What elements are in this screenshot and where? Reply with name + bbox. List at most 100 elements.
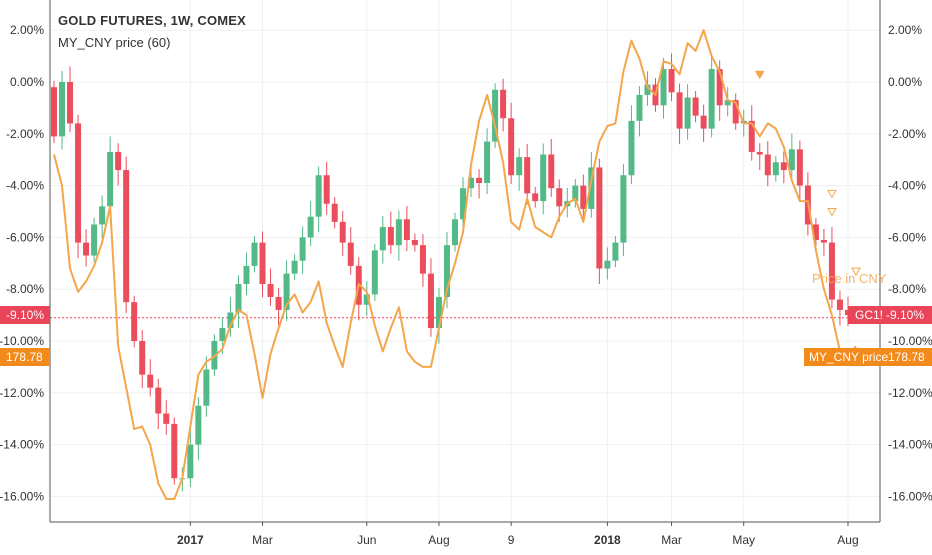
candle-body [155,387,162,414]
candle-body [363,294,370,305]
candle-body [163,413,170,424]
candle-body [67,82,74,124]
candle-body [588,167,595,209]
candle-body [315,175,322,217]
candle-body [299,237,306,261]
candle-body [796,149,803,186]
candle-body [620,175,627,243]
candle-body [283,273,290,310]
candle-body [732,100,739,124]
y-tick-label-left: 2.00% [10,23,44,37]
y-tick-label-left: -8.00% [6,282,44,296]
candle-body [708,69,715,129]
indicator-line-layer [53,29,857,500]
candle-body [724,100,731,106]
right-indicator-name-text: MY_CNY price [809,350,888,364]
candle-body [812,224,819,240]
right-price-text: -9.10% [886,308,924,322]
candle-body [107,151,114,207]
candle-body [788,149,795,171]
candle-body [323,175,330,204]
x-tick-label: 2018 [594,533,621,547]
candle-body [524,157,531,194]
candle-body [836,299,843,310]
candle-body [227,312,234,329]
candle-body [556,188,563,207]
candle-body [780,162,787,171]
candle-body [411,239,418,246]
grid [50,0,880,522]
y-tick-label-right: -12.00% [888,386,932,400]
candle-body [443,245,450,297]
candle-body [716,69,723,106]
candle-body [532,193,539,202]
x-tick-label: Aug [837,533,858,547]
candle-body [636,94,643,121]
y-tick-label-right: -10.00% [888,334,932,348]
candle-body [51,87,57,137]
y-tick-label-left: 0.00% [10,75,44,89]
candle-body [243,265,250,285]
candle-body [123,170,130,303]
candle-body [572,185,579,202]
candle-body [59,82,66,137]
candle-body [452,219,458,246]
candle-body [251,242,258,266]
candle-body [171,423,178,479]
candle-body [195,405,202,445]
candle-body [676,92,683,129]
x-tick-label: 9 [508,533,515,547]
x-tick-label: Mar [661,533,682,547]
candle-body [83,242,90,256]
candle-body [187,444,194,479]
candle-body [668,69,675,93]
candle-body [628,120,635,176]
candle-body [500,89,507,119]
candle-body [596,167,603,269]
candle-body [259,242,266,285]
right-price-badge: GC1! -9.10% [848,306,932,324]
signal-marker [754,70,765,80]
candle-body [371,250,378,295]
candle-body [748,120,755,152]
signal-marker [827,189,837,199]
candle-body [139,341,146,375]
candle-body [419,245,426,274]
candle-body [275,296,282,310]
x-tick-label: Jun [357,533,376,547]
candle-body [476,177,483,184]
candle-body [307,216,314,238]
y-tick-label-left: -12.00% [0,386,44,400]
candle-body [147,374,154,388]
left-indicator-badge-text: 178.78 [6,350,43,364]
candle-body [435,296,442,329]
candle-body [772,162,779,176]
candle-body [484,141,491,184]
x-tick-label: May [732,533,755,547]
x-tick-label: Aug [428,533,449,547]
y-tick-label-left: -16.00% [0,489,44,503]
y-tick-label-right: 2.00% [888,23,922,37]
y-tick-label-right: -2.00% [888,127,926,141]
candle-body [267,284,274,297]
candle-body [700,115,707,129]
candle-body [395,219,402,246]
right-symbol-text: GC1! [855,308,883,322]
candle-body [604,260,611,269]
candle-body [91,224,98,256]
candle-body [403,219,410,240]
candle-body [339,221,346,243]
candle-body [460,188,467,220]
right-indicator-value-text: 178.78 [888,350,925,364]
x-tick-label: Mar [252,533,273,547]
candle-body [844,309,851,316]
candle-body [516,157,523,176]
candle-body [828,242,835,300]
x-tick-label: 2017 [177,533,204,547]
left-price-badge-text: -9.10% [6,308,44,322]
y-tick-label-left: -10.00% [0,334,44,348]
candle-body [764,154,771,176]
candle-body [427,273,434,329]
